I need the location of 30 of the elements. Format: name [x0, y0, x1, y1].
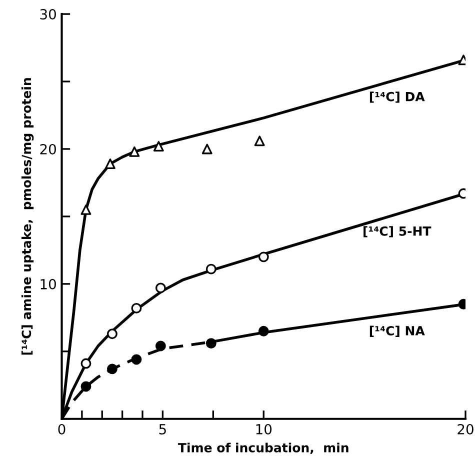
- point: [202, 144, 212, 154]
- point: [129, 146, 140, 157]
- point: [80, 381, 92, 392]
- y-tick-label: 10: [40, 278, 56, 290]
- point: [106, 364, 118, 374]
- point: [155, 340, 166, 352]
- point: [258, 326, 269, 336]
- point: [206, 264, 216, 274]
- x-tick-label: 0: [58, 424, 66, 434]
- x-tick-label: 5: [159, 424, 166, 434]
- point: [104, 158, 116, 170]
- point: [258, 252, 269, 262]
- series-label: [¹⁴C] NA: [370, 326, 425, 337]
- point: [153, 141, 164, 152]
- y-axis-title: [¹⁴C] amine uptake, pmoles/mg protein: [21, 78, 34, 355]
- point: [254, 136, 265, 146]
- point: [206, 338, 216, 349]
- series-label: [¹⁴C] DA: [370, 92, 425, 103]
- point: [80, 358, 92, 369]
- y-tick-label: 20: [40, 144, 56, 154]
- point: [155, 282, 166, 294]
- point: [131, 354, 142, 365]
- point: [80, 204, 92, 215]
- point: [106, 328, 118, 340]
- x-axis-title: Time of incubation, min: [178, 442, 348, 454]
- x-tick-label: 20: [458, 424, 474, 434]
- series-label: [¹⁴C] 5-HT: [364, 226, 432, 238]
- y-tick-label: 30: [40, 9, 56, 20]
- x-tick-label: 10: [256, 424, 272, 434]
- point: [131, 302, 142, 314]
